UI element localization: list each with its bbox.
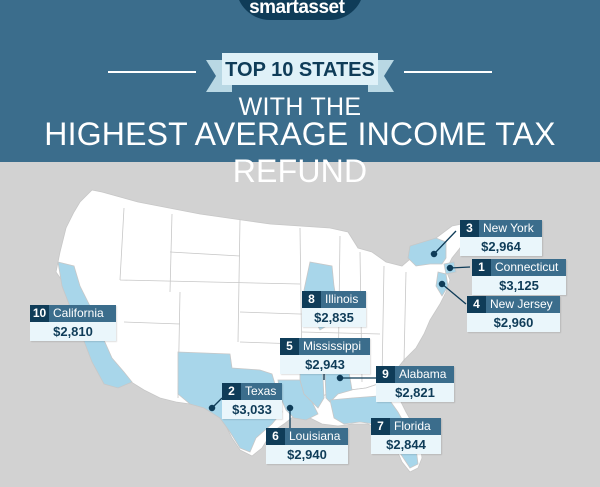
refund-value: $2,844: [386, 437, 426, 452]
state-name: Texas: [245, 384, 277, 398]
label-connecticut: 1 Connecticut $3,125: [472, 259, 566, 295]
state-name: Connecticut: [495, 260, 559, 274]
rank-badge: 8: [302, 291, 321, 308]
rank-badge: 7: [371, 418, 390, 435]
label-florida: 7 Florida $2,844: [371, 418, 441, 454]
refund-value: $3,033: [232, 402, 272, 417]
rank-badge: 10: [30, 305, 49, 322]
dot-texas: [208, 404, 216, 412]
label-new-jersey: 4 New Jersey $2,960: [467, 296, 560, 332]
label-alabama: 9 Alabama $2,821: [376, 366, 454, 402]
state-name: California: [53, 306, 104, 320]
state-name: New Jersey: [490, 297, 553, 311]
state-name: Illinois: [325, 292, 359, 306]
rank-badge: 9: [376, 366, 395, 383]
rank-badge: 1: [472, 259, 491, 276]
title-rule-left: [108, 71, 196, 73]
state-name: Alabama: [399, 367, 447, 381]
title-line-2: WITH THE: [238, 93, 362, 121]
leader-new-jersey: [441, 283, 467, 305]
refund-value: $2,810: [53, 324, 93, 339]
label-texas: 2 Texas $3,033: [222, 383, 282, 419]
state-name: Louisiana: [289, 429, 341, 443]
refund-value: $3,125: [499, 278, 539, 293]
refund-value: $2,964: [481, 239, 521, 254]
label-illinois: 8 Illinois $2,835: [302, 291, 366, 327]
dot-connecticut: [446, 264, 454, 272]
leader-new-york: [433, 230, 457, 255]
state-name: New York: [483, 221, 534, 235]
leader-connecticut: [449, 266, 471, 269]
state-new-york: [407, 237, 447, 267]
label-new-york: 3 New York $2,964: [460, 220, 542, 256]
dot-new-jersey: [438, 280, 446, 288]
title-line-1: TOP 10 STATES: [225, 59, 375, 81]
title-ribbon: TOP 10 STATES: [222, 53, 378, 85]
rank-badge: 6: [266, 428, 285, 445]
label-louisiana: 6 Louisiana $2,940: [266, 428, 348, 464]
dot-louisiana: [286, 404, 294, 412]
state-name: Florida: [394, 419, 431, 433]
refund-value: $2,943: [305, 357, 345, 372]
rank-badge: 2: [222, 383, 241, 400]
dot-alabama: [336, 374, 344, 382]
dot-new-york: [430, 250, 438, 258]
header-banner: smartasset™ TOP 10 STATES WITH THE HIGHE…: [0, 0, 600, 189]
rank-badge: 4: [467, 296, 486, 313]
brand-tab: smartasset™: [236, 0, 364, 20]
title-rule-right: [404, 71, 492, 73]
rank-badge: 3: [460, 220, 479, 237]
refund-value: $2,960: [493, 315, 534, 330]
refund-value: $2,940: [287, 447, 327, 462]
title-line-3: HIGHEST AVERAGE INCOME TAX REFUND: [44, 116, 556, 189]
refund-value: $2,835: [314, 310, 354, 325]
label-mississippi: 5 Mississippi $2,943: [280, 338, 370, 374]
rank-badge: 5: [280, 338, 299, 355]
label-california: 10 California $2,810: [30, 305, 116, 341]
state-name: Mississippi: [303, 339, 362, 353]
brand-logo: smartasset™: [249, 0, 351, 18]
refund-value: $2,821: [395, 385, 435, 400]
